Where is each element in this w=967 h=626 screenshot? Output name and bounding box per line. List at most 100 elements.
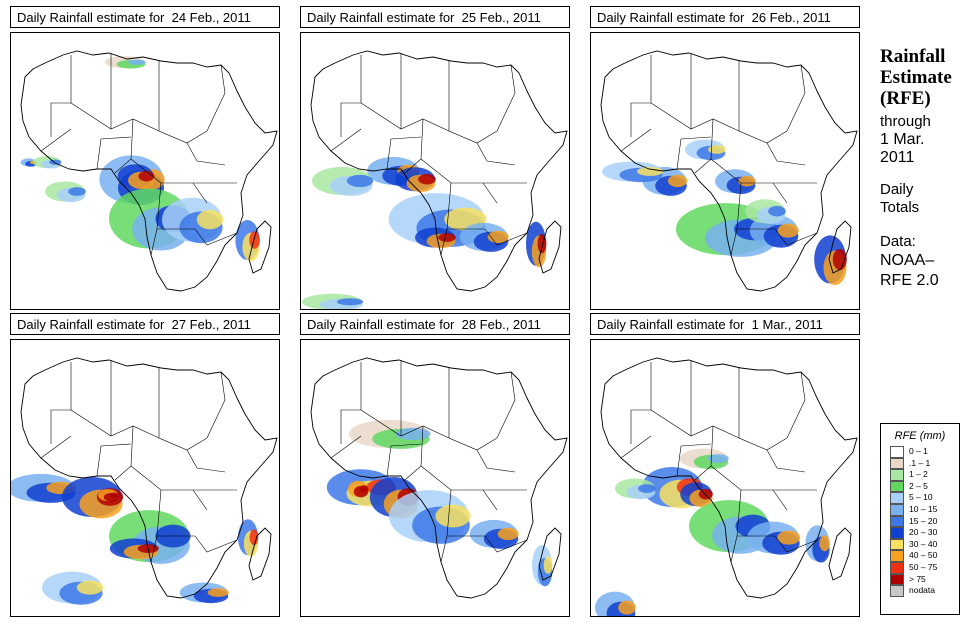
country-border — [448, 368, 498, 451]
rainfall-blob — [395, 427, 431, 441]
legend-swatch — [890, 573, 904, 586]
legend-swatch — [890, 515, 904, 528]
rainfall-blob — [249, 231, 260, 249]
country-border — [194, 228, 238, 246]
africa-coastline — [20, 357, 278, 599]
rainfall-blob — [336, 298, 364, 306]
country-border — [496, 371, 516, 439]
country-border — [476, 449, 516, 473]
country-border — [50, 362, 72, 444]
country-border — [484, 228, 528, 246]
rainfall-map — [10, 32, 280, 310]
country-border — [650, 409, 740, 439]
legend-label: 50 – 75 — [909, 561, 938, 572]
rainfall-blob — [618, 600, 636, 615]
panel-title: Daily Rainfall estimate for 26 Feb., 201… — [590, 6, 860, 28]
country-border — [738, 368, 788, 451]
africa-coastline — [310, 357, 568, 599]
caption-daily: Daily — [880, 181, 914, 198]
madagascar-outline — [538, 220, 562, 274]
rainfall-blob — [359, 485, 369, 493]
country-border — [710, 158, 788, 204]
madagascar-outline — [828, 527, 852, 581]
legend-title: RFE (mm) — [894, 430, 946, 442]
country-border — [766, 142, 806, 166]
map-svg — [310, 357, 568, 599]
caption-data-source: NOAA– — [880, 252, 935, 269]
rainfall-blob — [667, 174, 688, 188]
legend-swatch — [890, 527, 904, 539]
map-panel-27-feb: Daily Rainfall estimate for 27 Feb., 201… — [10, 313, 280, 617]
legend-item: 15 – 20 — [881, 515, 959, 528]
legend-swatch — [890, 480, 904, 493]
rainfall-map — [590, 339, 860, 617]
country-border — [448, 61, 498, 144]
madagascar-outline — [538, 527, 562, 581]
rainfall-blob — [497, 527, 519, 541]
country-border — [206, 371, 226, 439]
country-border — [50, 55, 72, 137]
africa-coastline — [20, 50, 278, 292]
country-border — [738, 61, 788, 144]
country-border — [730, 228, 738, 256]
legend-label: 30 – 40 — [909, 538, 938, 549]
country-border — [340, 55, 362, 137]
country-border — [194, 535, 238, 553]
rainfall-blob — [777, 530, 801, 545]
rainfall-blob — [346, 174, 374, 188]
country-border — [630, 362, 652, 444]
country-border — [70, 102, 160, 132]
map-panel-24-feb: Daily Rainfall estimate for 24 Feb., 201… — [10, 6, 280, 310]
country-border — [360, 409, 450, 439]
legend-item: .1 – 1 — [881, 457, 959, 470]
country-border — [650, 102, 740, 132]
country-border — [96, 136, 132, 170]
rainfall-blob — [249, 529, 259, 546]
country-border — [186, 449, 226, 473]
caption-title-line: (RFE) — [880, 88, 931, 109]
map-svg — [11, 357, 278, 605]
country-border — [206, 64, 226, 132]
rainfall-blob — [738, 175, 756, 187]
rainfall-blob — [435, 504, 471, 528]
legend-swatch — [890, 585, 904, 597]
legend-label: 15 – 20 — [909, 515, 938, 526]
legend-item: nodata — [881, 585, 959, 597]
legend-item: 5 – 10 — [881, 492, 959, 504]
legend-item: 2 – 5 — [881, 480, 959, 493]
country-border — [676, 136, 712, 170]
rainfall-blob — [128, 59, 146, 65]
map-panel-25-feb: Daily Rainfall estimate for 25 Feb., 201… — [300, 6, 570, 310]
country-border — [70, 409, 160, 439]
legend-swatch — [890, 446, 904, 458]
rainfall-blob — [832, 248, 847, 270]
africa-coastline — [600, 50, 858, 292]
legend-swatch — [890, 550, 904, 562]
country-border — [96, 443, 132, 477]
country-border — [676, 443, 712, 477]
legend-label: 0 – 1 — [909, 446, 928, 456]
rainfall-blob — [196, 210, 224, 230]
legend-label: 2 – 5 — [909, 480, 928, 491]
country-border — [420, 465, 498, 511]
country-border — [774, 535, 818, 553]
legend-swatch — [890, 469, 904, 481]
legend-item: 20 – 30 — [881, 527, 959, 539]
caption-date: 1 Mar. — [880, 131, 925, 148]
country-border — [730, 535, 738, 563]
legend-label: > 75 — [909, 573, 926, 584]
side-caption: Rainfall Estimate (RFE) through 1 Mar. 2… — [880, 46, 965, 291]
country-border — [130, 158, 208, 204]
rainfall-blob — [707, 454, 729, 463]
caption-data-source: RFE 2.0 — [880, 272, 939, 289]
map-svg — [302, 50, 568, 309]
country-border — [40, 128, 72, 152]
rainfall-blob — [438, 233, 456, 242]
country-border — [340, 362, 362, 444]
caption-daily: Totals — [880, 199, 920, 216]
madagascar-outline — [828, 220, 852, 274]
country-border — [360, 102, 450, 132]
rainfall-map — [590, 32, 860, 310]
legend-item: 10 – 15 — [881, 503, 959, 516]
country-border — [130, 465, 208, 511]
